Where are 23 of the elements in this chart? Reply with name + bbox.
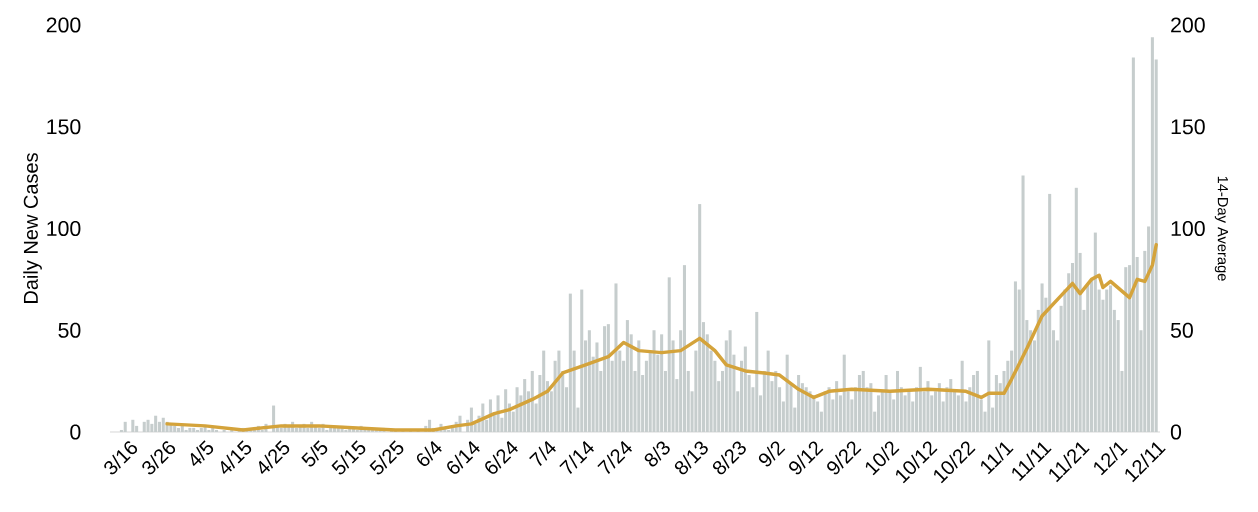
y-tick-label: 200 [46,17,81,33]
x-tick-label: 6/24 [485,440,518,474]
y-tick-label: 0 [70,424,81,440]
x-tick-label: 7/24 [597,440,633,474]
y2-tick-label: 150 [1171,119,1205,135]
y-tick-label: 50 [58,322,81,338]
x-tick-label: 6/14 [447,440,480,474]
y2-tick-label: 50 [1170,322,1193,338]
y-tick-label: 100 [47,220,81,237]
y-axis-title: Daily New Cases [23,153,42,303]
y2-tick-label: 100 [1171,220,1205,237]
x-tick-label: 11/1 [981,442,1014,475]
x-tick-label: 7/14 [559,440,595,474]
x-tick-label: 5/5 [301,440,328,467]
y2-tick-label: 0 [1170,424,1182,440]
y2-tick-label: 200 [1171,17,1205,33]
x-tick-label: 8/3 [644,441,670,467]
x-tick-label: 6/4 [416,440,442,466]
y2-axis-title: 14-Day Average [1214,176,1228,281]
x-tick-label: 7/4 [529,440,556,467]
x-tick-label: 4/5 [190,440,214,467]
x-tick-label: 9/2 [758,441,786,467]
y-tick-label: 150 [47,119,81,135]
